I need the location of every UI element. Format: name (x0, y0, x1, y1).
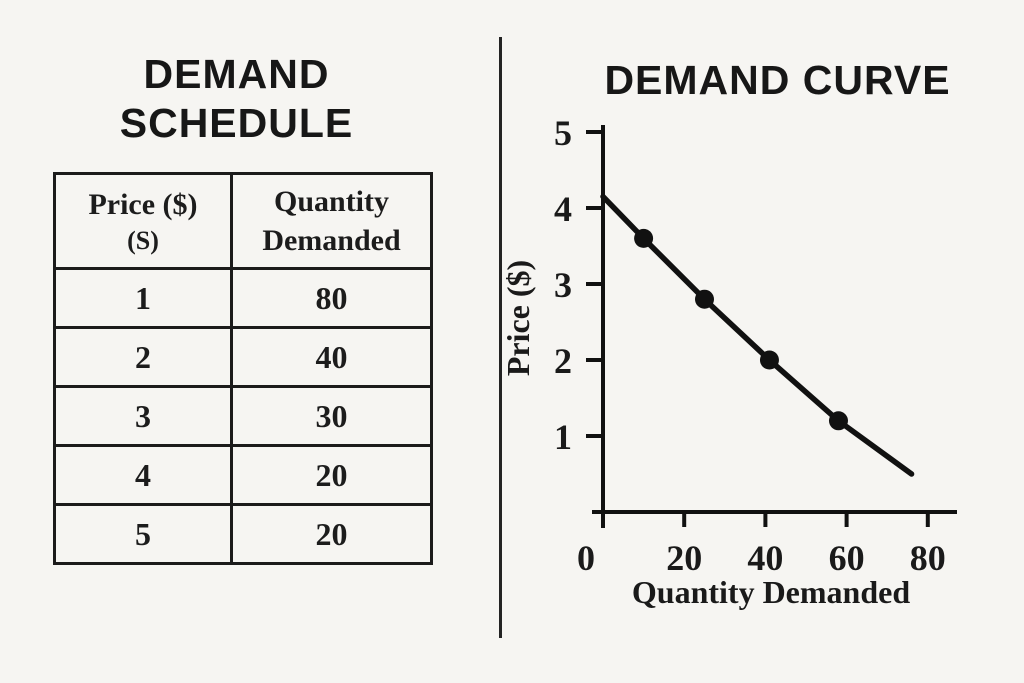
x-tick-label: 40 (747, 538, 783, 578)
price-cell: 1 (53, 267, 233, 329)
quantity-cell: 80 (230, 267, 433, 329)
table-row: 2 40 (53, 326, 433, 388)
demand-curve-line (600, 193, 915, 477)
data-point-marker (828, 411, 848, 431)
quantity-header-line1: Quantity (273, 185, 390, 218)
price-cell: 3 (53, 385, 233, 447)
x-tick-label: 60 (829, 538, 865, 578)
x-tick-label: 20 (666, 538, 702, 578)
quantity-cell: 20 (230, 503, 433, 565)
schedule-title: DEMAND SCHEDULE (43, 50, 430, 148)
table-row: 5 20 (53, 503, 433, 565)
curve-title: DEMAND CURVE (604, 57, 951, 103)
data-point-marker (759, 350, 779, 370)
x-tick-label: 80 (910, 538, 946, 578)
table-row: 3 30 (53, 385, 433, 447)
table-row: 1 80 (53, 267, 433, 329)
quantity-cell: 30 (230, 385, 433, 447)
y-tick-label: 1 (554, 417, 572, 457)
x-tick-label: 0 (577, 538, 595, 578)
quantity-header-line2: Demanded (262, 224, 401, 257)
price-cell: 5 (53, 503, 233, 565)
schedule-title-line1: DEMAND (143, 51, 330, 97)
y-axis-label: Price ($) (500, 260, 536, 376)
price-column-header: Price ($) (S) (53, 172, 233, 270)
data-point-marker (695, 289, 714, 309)
schedule-title-line2: SCHEDULE (119, 100, 354, 146)
price-header-line2: (S) (127, 225, 159, 255)
y-tick-label: 4 (554, 189, 572, 229)
panel-divider (499, 37, 502, 638)
price-cell: 4 (53, 444, 233, 506)
data-point-marker (634, 228, 654, 248)
price-cell: 2 (53, 326, 233, 388)
y-tick-label: 5 (554, 113, 572, 153)
quantity-cell: 40 (230, 326, 433, 388)
x-axis-label: Quantity Demanded (632, 574, 910, 610)
quantity-cell: 20 (230, 444, 433, 506)
quantity-column-header: Quantity Demanded (230, 172, 433, 270)
table-header-row: Price ($) (S) Quantity Demanded (53, 172, 433, 270)
demand-schedule-table: Price ($) (S) Quantity Demanded 1 80 2 4… (53, 172, 433, 565)
price-header-line1: Price ($) (88, 187, 198, 221)
table-row: 4 20 (53, 444, 433, 506)
y-tick-label: 3 (554, 265, 572, 305)
y-tick-label: 2 (554, 341, 572, 381)
